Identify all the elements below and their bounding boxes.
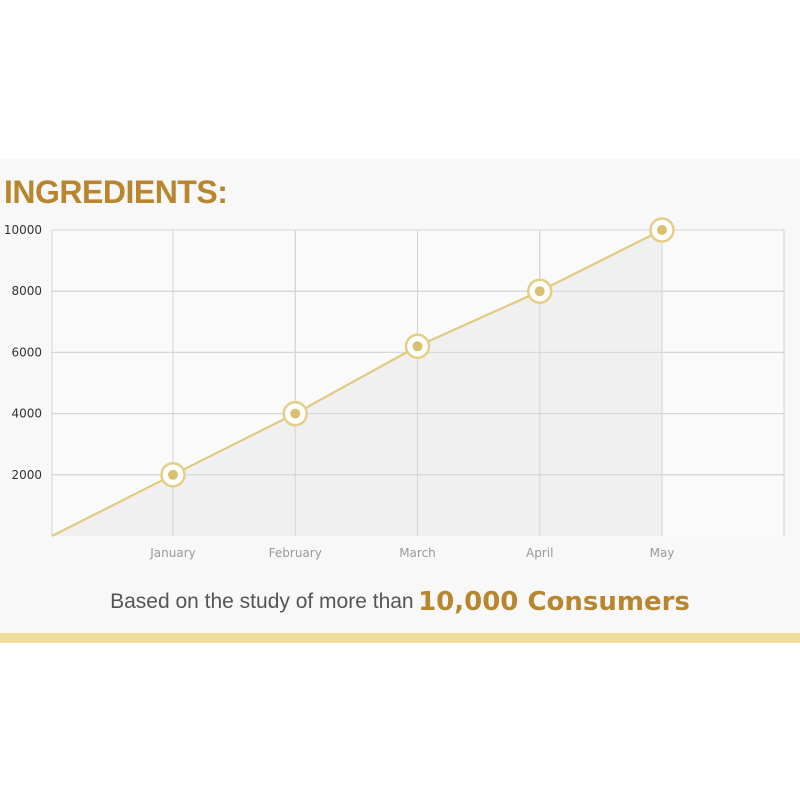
x-tick-label: April <box>526 546 553 560</box>
y-tick-label: 4000 <box>11 407 42 421</box>
series-line <box>51 229 663 537</box>
y-tick-label: 2000 <box>11 468 42 482</box>
x-tick-label: March <box>399 546 436 560</box>
bottom-accent-bar <box>0 633 800 643</box>
x-tick-label: May <box>650 546 675 560</box>
data-point <box>412 341 423 352</box>
x-axis: January February March April May <box>149 546 674 560</box>
page-title: INGREDIENTS: <box>4 174 228 210</box>
y-tick-label: 10000 <box>4 223 42 237</box>
study-caption: Based on the study of more than 10,000 C… <box>0 582 800 622</box>
y-tick-label: 8000 <box>11 284 42 298</box>
x-tick-label: February <box>269 546 322 560</box>
data-point <box>168 469 178 480</box>
y-axis: 10000 8000 6000 4000 2000 <box>4 223 42 482</box>
data-point <box>290 408 301 419</box>
data-point <box>534 286 545 297</box>
data-point <box>657 225 667 235</box>
study-caption-text: Based on the study of more than <box>110 590 414 613</box>
y-tick-label: 6000 <box>11 345 42 359</box>
study-caption-highlight: 10,000 Consumers <box>418 587 690 617</box>
chart-series <box>51 217 784 537</box>
x-tick-label: January <box>149 546 196 560</box>
